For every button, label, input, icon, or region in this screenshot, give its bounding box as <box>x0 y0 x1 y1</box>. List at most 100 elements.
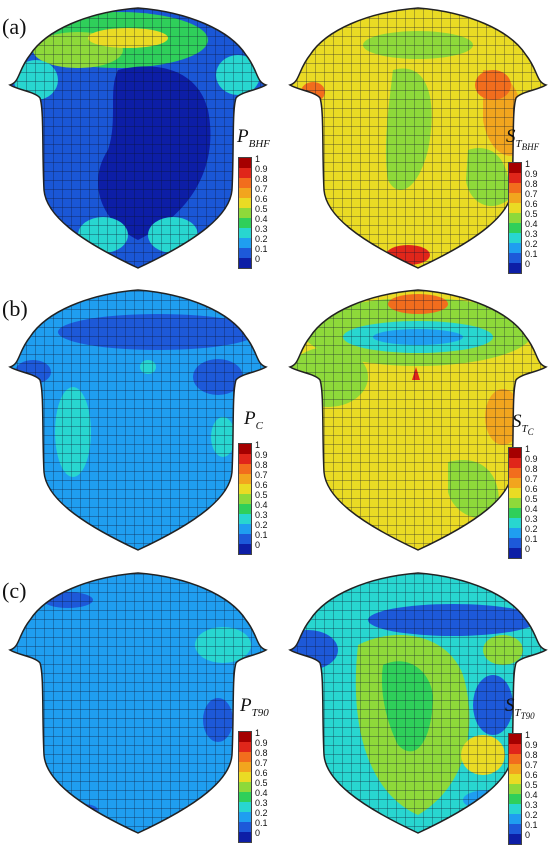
colorbar-segment <box>509 243 521 253</box>
colorbar-tick-label: 0.1 <box>255 530 268 540</box>
colorbar-a-left <box>238 157 252 269</box>
colorbar-tick-label: 0 <box>255 540 261 550</box>
colorbar-segment <box>509 548 521 558</box>
colorbar-segment <box>509 804 521 814</box>
colorbar-segment <box>509 163 521 173</box>
colorbar-tick-label: 0.9 <box>525 454 538 464</box>
colorbar-tick-label: 1 <box>255 440 261 450</box>
colorbar-segment <box>509 508 521 518</box>
colorbar-tick-label: 0 <box>255 828 261 838</box>
colorbar-segment <box>509 488 521 498</box>
colorbar-tick-label: 0.3 <box>525 514 538 524</box>
legend-var: P <box>240 695 252 716</box>
colorbar-segment <box>509 744 521 754</box>
colorbar-tick-label: 0.2 <box>525 239 538 249</box>
legend-title-c-left: PT90 <box>240 695 269 719</box>
label-row-c: (c) <box>2 578 27 603</box>
colorbar-tick-label: 0.9 <box>255 738 268 748</box>
legend-title-b-right: STC <box>512 411 534 437</box>
colorbar-tick-label: 0 <box>255 254 261 264</box>
colorbar-segment <box>239 454 251 464</box>
legend-var: S <box>512 411 522 432</box>
colorbar-tick-label: 0.4 <box>525 790 538 800</box>
colorbar-tick-label: 0.9 <box>525 169 538 179</box>
colorbar-tick-label: 0.5 <box>255 778 268 788</box>
colorbar-tick-label: 0.6 <box>255 768 268 778</box>
colorbar-segment <box>239 494 251 504</box>
legend-subsub: C <box>527 426 534 437</box>
colorbar-segment <box>509 253 521 263</box>
colorbar-segment <box>509 794 521 804</box>
panel-c-right-stt90-map <box>288 572 548 834</box>
colorbar-tick-label: 0.6 <box>525 770 538 780</box>
colorbar-segment <box>239 782 251 792</box>
colorbar-segment <box>509 458 521 468</box>
colorbar-tick-label: 0.7 <box>255 470 268 480</box>
colorbar-tick-label: 0 <box>525 259 531 269</box>
colorbar-segment <box>509 233 521 243</box>
colorbar-tick-label: 0.4 <box>255 214 268 224</box>
colorbar-tick-label: 0.5 <box>255 490 268 500</box>
colorbar-segment <box>509 764 521 774</box>
colorbar-tick-label: 0.3 <box>255 510 268 520</box>
colorbar-segment <box>239 742 251 752</box>
colorbar-tick-label: 0.1 <box>255 818 268 828</box>
legend-sub: T <box>521 422 528 435</box>
legend-title-c-right: STT90 <box>505 695 535 721</box>
panel-a-left-pbhf-map <box>8 7 268 269</box>
colorbar-tick-label: 1 <box>255 154 261 164</box>
colorbar-tick-label: 0.8 <box>255 748 268 758</box>
colorbar-tick-label: 0.8 <box>525 464 538 474</box>
colorbar-segment <box>239 762 251 772</box>
colorbar-segment <box>239 812 251 822</box>
colorbar-segment <box>509 784 521 794</box>
colorbar-segment <box>509 173 521 183</box>
label-row-b: (b) <box>2 296 28 321</box>
colorbar-tick-label: 0.9 <box>255 164 268 174</box>
colorbar-segment <box>239 534 251 544</box>
legend-sub: T <box>514 706 521 719</box>
legend-var: P <box>237 126 249 147</box>
legend-sub: BHF <box>248 137 270 150</box>
panel-b-right-stc-map <box>288 289 548 551</box>
colorbar-segment <box>239 218 251 228</box>
colorbar-segment <box>509 518 521 528</box>
colorbar-segment <box>509 774 521 784</box>
colorbar-segment <box>239 474 251 484</box>
colorbar-tick-label: 0.1 <box>255 244 268 254</box>
colorbar-tick-label: 0.1 <box>525 820 538 830</box>
colorbar-segment <box>239 792 251 802</box>
colorbar-segment <box>509 754 521 764</box>
colorbar-segment <box>239 188 251 198</box>
colorbar-tick-label: 0.3 <box>255 224 268 234</box>
colorbar-tick-label: 1 <box>255 728 261 738</box>
legend-var: P <box>244 408 256 429</box>
colorbar-segment <box>509 223 521 233</box>
colorbar-segment <box>509 263 521 273</box>
colorbar-segment <box>239 168 251 178</box>
panel-a-right-stbhf-map <box>288 7 548 269</box>
colorbar-tick-label: 0.5 <box>525 494 538 504</box>
colorbar-segment <box>239 732 251 742</box>
colorbar-tick-label: 1 <box>525 444 531 454</box>
colorbar-tick-label: 0.5 <box>525 209 538 219</box>
colorbar-a-right <box>508 162 522 274</box>
colorbar-segment <box>239 178 251 188</box>
colorbar-tick-label: 0.8 <box>525 750 538 760</box>
legend-var: S <box>506 126 516 147</box>
colorbar-tick-label: 0.8 <box>255 174 268 184</box>
colorbar-tick-label: 0.4 <box>525 219 538 229</box>
colorbar-tick-label: 1 <box>525 730 531 740</box>
colorbar-tick-label: 0.2 <box>255 234 268 244</box>
colorbar-tick-label: 0.6 <box>255 480 268 490</box>
colorbar-tick-label: 0.9 <box>525 740 538 750</box>
colorbar-tick-label: 0.5 <box>525 780 538 790</box>
colorbar-tick-label: 0.7 <box>525 474 538 484</box>
colorbar-segment <box>239 514 251 524</box>
colorbar-tick-label: 0.2 <box>255 520 268 530</box>
colorbar-segment <box>509 478 521 488</box>
colorbar-segment <box>509 183 521 193</box>
colorbar-segment <box>239 238 251 248</box>
colorbar-tick-label: 0.6 <box>525 199 538 209</box>
colorbar-tick-label: 1 <box>525 159 531 169</box>
